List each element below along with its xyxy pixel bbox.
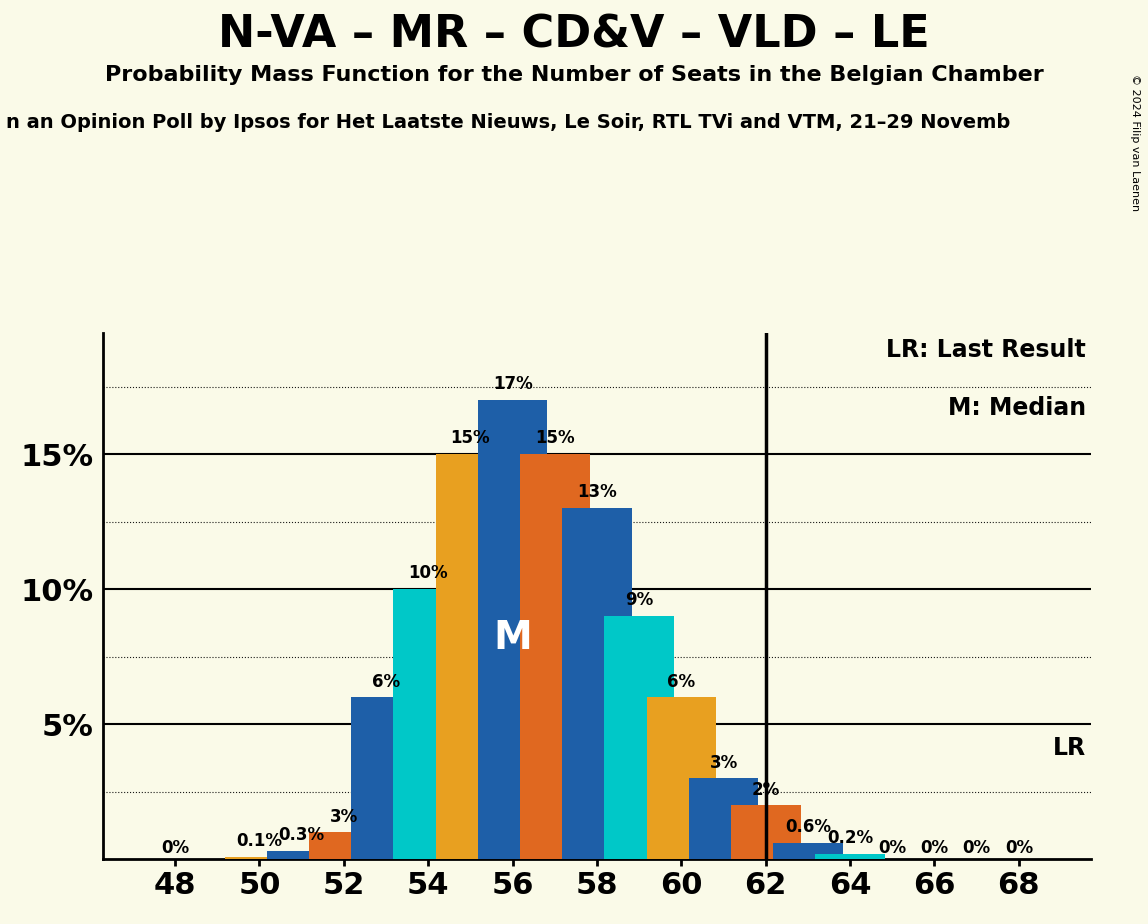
Text: 17%: 17% bbox=[492, 375, 533, 394]
Text: n an Opinion Poll by Ipsos for Het Laatste Nieuws, Le Soir, RTL TVi and VTM, 21–: n an Opinion Poll by Ipsos for Het Laats… bbox=[6, 113, 1010, 132]
Text: M: Median: M: Median bbox=[947, 395, 1086, 419]
Text: 3%: 3% bbox=[709, 754, 738, 772]
Text: LR: Last Result: LR: Last Result bbox=[886, 338, 1086, 362]
Text: 6%: 6% bbox=[372, 673, 400, 690]
Text: 2%: 2% bbox=[752, 781, 779, 798]
Bar bbox=[351, 698, 421, 859]
Bar bbox=[394, 590, 463, 859]
Text: 0.6%: 0.6% bbox=[785, 819, 831, 836]
Text: 15%: 15% bbox=[535, 430, 575, 447]
Text: 13%: 13% bbox=[577, 483, 616, 502]
Bar bbox=[225, 857, 294, 859]
Text: N-VA – MR – CD&V – VLD – LE: N-VA – MR – CD&V – VLD – LE bbox=[218, 14, 930, 57]
Bar bbox=[520, 455, 590, 859]
Text: LR: LR bbox=[1053, 736, 1086, 760]
Text: 0.1%: 0.1% bbox=[236, 832, 282, 850]
Bar bbox=[773, 843, 843, 859]
Text: 3%: 3% bbox=[329, 808, 358, 825]
Text: 0%: 0% bbox=[161, 839, 189, 857]
Text: Probability Mass Function for the Number of Seats in the Belgian Chamber: Probability Mass Function for the Number… bbox=[104, 65, 1044, 85]
Bar bbox=[815, 854, 885, 859]
Text: 6%: 6% bbox=[667, 673, 696, 690]
Text: 0.3%: 0.3% bbox=[279, 826, 325, 845]
Text: 0%: 0% bbox=[878, 839, 907, 857]
Text: M: M bbox=[494, 619, 532, 657]
Text: 10%: 10% bbox=[409, 565, 448, 582]
Bar bbox=[646, 698, 716, 859]
Text: 0%: 0% bbox=[921, 839, 948, 857]
Bar bbox=[689, 778, 759, 859]
Text: 9%: 9% bbox=[625, 591, 653, 610]
Text: 0%: 0% bbox=[963, 839, 991, 857]
Text: © 2024 Filip van Laenen: © 2024 Filip van Laenen bbox=[1130, 74, 1140, 211]
Bar bbox=[563, 508, 631, 859]
Text: 0.2%: 0.2% bbox=[827, 829, 874, 847]
Text: 0%: 0% bbox=[1004, 839, 1033, 857]
Bar bbox=[309, 833, 379, 859]
Bar bbox=[731, 806, 800, 859]
Bar bbox=[478, 400, 548, 859]
Bar bbox=[266, 851, 336, 859]
Bar bbox=[435, 455, 505, 859]
Text: 15%: 15% bbox=[450, 430, 490, 447]
Bar bbox=[604, 616, 674, 859]
